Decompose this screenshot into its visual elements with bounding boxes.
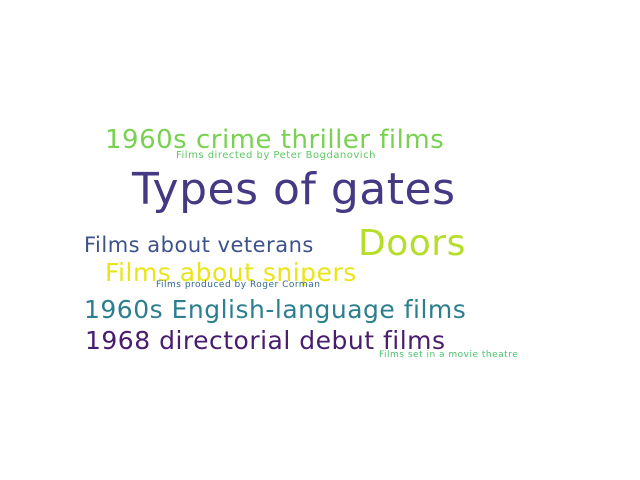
word-films-produced-by-roger-corman: Films produced by Roger Corman bbox=[156, 280, 321, 290]
word-types-of-gates: Types of gates bbox=[132, 164, 456, 215]
word-films-set-in-a-movie-theatre: Films set in a movie theatre bbox=[379, 350, 519, 360]
word-1960s-crime-thriller-films: 1960s crime thriller films bbox=[105, 125, 445, 155]
word-films-about-snipers: Films about snipers bbox=[105, 258, 357, 287]
word-doors: Doors bbox=[358, 223, 466, 264]
word-1960s-english-language-films: 1960s English-language films bbox=[84, 295, 467, 324]
word-films-directed-by-peter-bogdanovich: Films directed by Peter Bogdanovich bbox=[176, 150, 376, 161]
word-1968-directorial-debut-films: 1968 directorial debut films bbox=[85, 326, 446, 355]
word-films-about-veterans: Films about veterans bbox=[84, 233, 314, 257]
